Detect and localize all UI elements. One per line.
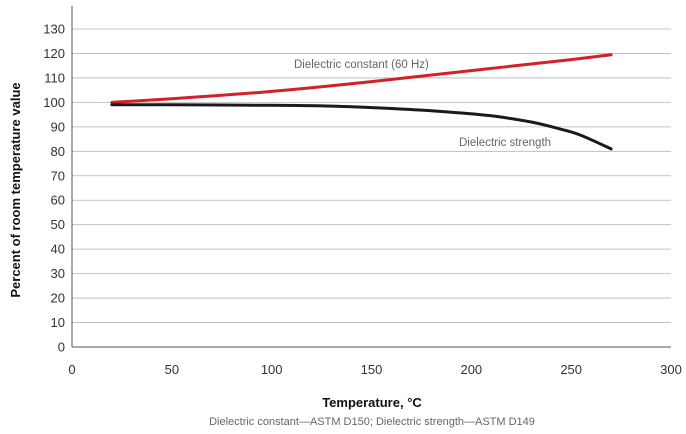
y-tick-label-10: 10 <box>51 315 65 330</box>
x-axis-title: Temperature, °C <box>322 395 422 410</box>
series-line-dielectric-constant <box>110 53 613 104</box>
axes <box>71 6 671 348</box>
y-tick-label-70: 70 <box>51 168 65 183</box>
series-labels: Dielectric constant (60 Hz) Dielectric s… <box>294 59 551 149</box>
y-tick-label-100: 100 <box>43 95 65 110</box>
y-tick-labels: 0 10 20 30 40 50 60 70 80 90 100 110 120 130 <box>43 22 65 355</box>
y-tick-label-50: 50 <box>51 217 65 232</box>
y-tick-label-90: 90 <box>51 119 65 134</box>
series-lines <box>110 53 613 151</box>
y-tick-label-0: 0 <box>58 340 65 355</box>
y-tick-label-80: 80 <box>51 144 65 159</box>
y-tick-label-110: 110 <box>44 70 65 85</box>
x-tick-label-300: 300 <box>660 362 682 377</box>
y-axis-title: Percent of room temperature value <box>8 82 23 297</box>
y-tick-label-30: 30 <box>51 266 65 281</box>
y-tick-label-60: 60 <box>51 193 65 208</box>
x-tick-label-50: 50 <box>165 362 179 377</box>
x-tick-label-250: 250 <box>560 362 582 377</box>
x-tick-label-0: 0 <box>68 362 75 377</box>
x-tick-label-200: 200 <box>460 362 482 377</box>
x-tick-label-100: 100 <box>261 362 283 377</box>
series-label-dielectric-constant: Dielectric constant (60 Hz) <box>294 59 429 71</box>
y-tick-label-40: 40 <box>51 242 65 257</box>
series-label-dielectric-strength: Dielectric strength <box>459 137 551 149</box>
series-line-dielectric-strength <box>110 103 613 151</box>
y-tick-label-20: 20 <box>51 291 65 306</box>
y-tick-label-120: 120 <box>43 46 65 61</box>
y-tick-label-130: 130 <box>43 22 65 37</box>
chart-footnote: Dielectric constant—ASTM D150; Dielectri… <box>209 416 535 428</box>
x-tick-labels: 0 50 100 150 200 250 300 <box>68 362 681 377</box>
grid-lines <box>72 28 671 323</box>
x-tick-label-150: 150 <box>361 362 383 377</box>
